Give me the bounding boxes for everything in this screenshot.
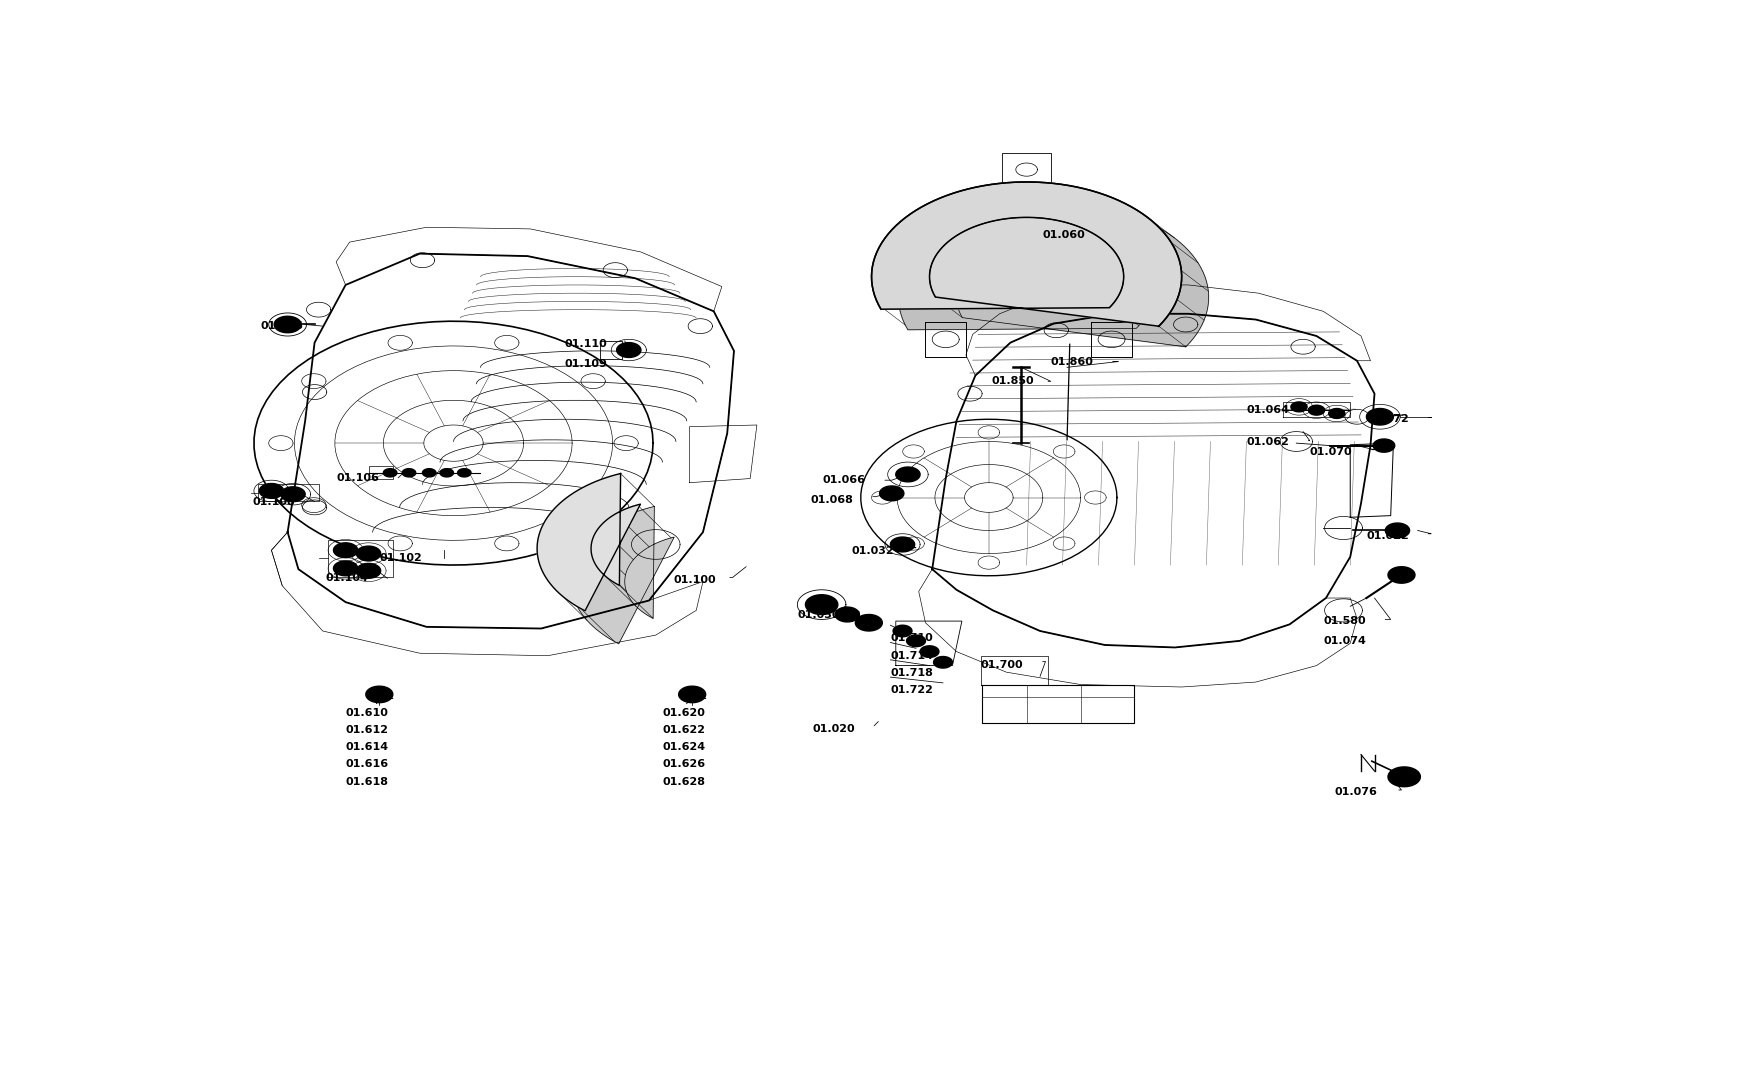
Text: 01.860: 01.860 bbox=[1050, 356, 1094, 367]
Polygon shape bbox=[920, 646, 939, 657]
Text: 01.062: 01.062 bbox=[1245, 438, 1289, 447]
Text: 01.102: 01.102 bbox=[379, 552, 423, 563]
Text: 01.064: 01.064 bbox=[1245, 406, 1289, 415]
Text: 01.620: 01.620 bbox=[663, 707, 704, 718]
Polygon shape bbox=[1384, 523, 1409, 538]
Text: 01.718: 01.718 bbox=[890, 668, 932, 678]
Polygon shape bbox=[334, 542, 358, 557]
Text: 01.110: 01.110 bbox=[563, 339, 607, 349]
Polygon shape bbox=[805, 595, 838, 614]
Text: 01.614: 01.614 bbox=[346, 743, 388, 752]
Text: 01.109: 01.109 bbox=[563, 360, 607, 369]
Polygon shape bbox=[906, 636, 925, 646]
Polygon shape bbox=[934, 657, 951, 668]
Polygon shape bbox=[383, 469, 396, 477]
Polygon shape bbox=[892, 625, 911, 637]
Polygon shape bbox=[1329, 409, 1344, 418]
Text: 01.072: 01.072 bbox=[1365, 414, 1409, 424]
Polygon shape bbox=[1365, 409, 1393, 425]
Text: 01.618: 01.618 bbox=[346, 777, 388, 786]
Polygon shape bbox=[856, 614, 882, 631]
Text: 01.722: 01.722 bbox=[890, 685, 932, 696]
Text: 01.020: 01.020 bbox=[812, 724, 854, 734]
Polygon shape bbox=[835, 607, 859, 622]
Text: 01.714: 01.714 bbox=[890, 651, 932, 660]
Text: 01.628: 01.628 bbox=[663, 777, 704, 786]
Text: 01.060: 01.060 bbox=[1042, 230, 1085, 240]
Polygon shape bbox=[880, 486, 903, 501]
Polygon shape bbox=[896, 467, 920, 482]
Text: 01.850: 01.850 bbox=[991, 377, 1033, 386]
Text: 01.068: 01.068 bbox=[810, 495, 854, 505]
Polygon shape bbox=[440, 469, 454, 477]
Text: 01.066: 01.066 bbox=[823, 475, 866, 485]
Polygon shape bbox=[356, 564, 381, 578]
Text: 01.624: 01.624 bbox=[663, 743, 706, 752]
Polygon shape bbox=[1308, 406, 1323, 415]
Polygon shape bbox=[356, 546, 381, 561]
Polygon shape bbox=[1290, 402, 1306, 412]
Text: 01.622: 01.622 bbox=[663, 724, 704, 735]
Polygon shape bbox=[457, 469, 471, 477]
Text: 01.022: 01.022 bbox=[1365, 531, 1409, 541]
Polygon shape bbox=[1388, 767, 1419, 786]
Polygon shape bbox=[334, 561, 358, 576]
Text: 01.030: 01.030 bbox=[796, 610, 840, 621]
Polygon shape bbox=[570, 506, 673, 644]
Text: 01.616: 01.616 bbox=[346, 760, 388, 769]
Polygon shape bbox=[871, 182, 1181, 326]
Polygon shape bbox=[402, 469, 416, 477]
Polygon shape bbox=[423, 469, 436, 477]
Text: 01.626: 01.626 bbox=[663, 760, 706, 769]
Text: 01.076: 01.076 bbox=[1334, 788, 1376, 797]
Polygon shape bbox=[678, 686, 706, 703]
Text: 01.106: 01.106 bbox=[336, 473, 379, 483]
Text: 01.700: 01.700 bbox=[981, 660, 1023, 670]
Text: 01.032: 01.032 bbox=[850, 546, 894, 556]
Polygon shape bbox=[1388, 567, 1414, 583]
Text: 01.074: 01.074 bbox=[1322, 636, 1365, 646]
Text: 01.026: 01.026 bbox=[261, 321, 303, 331]
Polygon shape bbox=[259, 484, 283, 499]
Text: 01.612: 01.612 bbox=[346, 724, 388, 735]
Polygon shape bbox=[1372, 439, 1395, 453]
Text: 01.070: 01.070 bbox=[1309, 447, 1351, 457]
Polygon shape bbox=[280, 487, 304, 502]
Polygon shape bbox=[275, 317, 301, 333]
Text: 01.108: 01.108 bbox=[252, 496, 296, 506]
Text: 01.580: 01.580 bbox=[1322, 616, 1365, 626]
Polygon shape bbox=[890, 537, 915, 552]
Text: 01.100: 01.100 bbox=[673, 575, 715, 585]
Text: 01.610: 01.610 bbox=[346, 707, 388, 718]
Polygon shape bbox=[616, 342, 640, 357]
Polygon shape bbox=[537, 474, 640, 611]
Polygon shape bbox=[897, 202, 1209, 347]
Polygon shape bbox=[365, 686, 393, 703]
Text: 01.710: 01.710 bbox=[890, 633, 932, 643]
Text: 01.104: 01.104 bbox=[325, 574, 369, 583]
